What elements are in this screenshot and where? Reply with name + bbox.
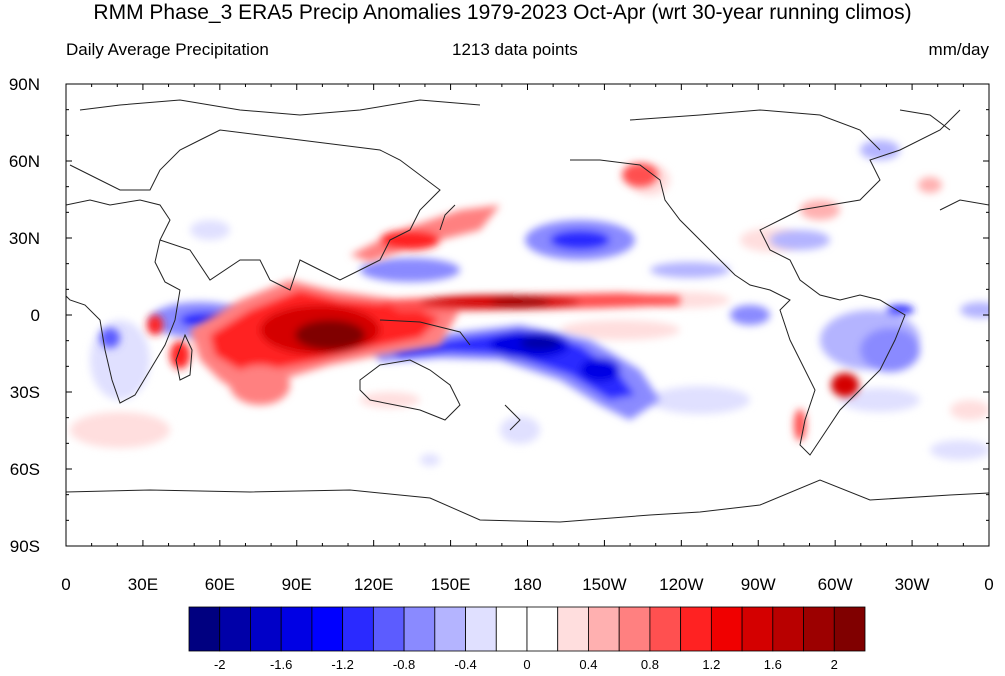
lat-tick-label: 0: [31, 306, 40, 325]
colorbar-box: [280, 606, 313, 652]
colorbar-box: [833, 606, 866, 652]
colorbar-label: 2: [831, 657, 838, 672]
colorbar-box: [311, 606, 344, 652]
units-label: mm/day: [928, 40, 989, 59]
colorbar-label: -1.2: [331, 657, 353, 672]
colorbar-box: [250, 606, 282, 652]
lon-tick-label: 60W: [818, 575, 853, 594]
colorbar-box: [680, 606, 712, 652]
colorbar-label: -0.4: [454, 657, 476, 672]
colorbar-label: 0: [523, 657, 530, 672]
colorbar: [188, 606, 866, 652]
colorbar-box: [588, 606, 620, 652]
lat-tick-label: 30S: [10, 383, 40, 402]
spcz-negative-band: [370, 325, 660, 420]
lon-tick-label: 150E: [431, 575, 471, 594]
anomaly-field: [66, 84, 989, 546]
colorbar-box: [526, 606, 559, 652]
colorbar-label: -0.8: [393, 657, 415, 672]
lon-tick-label: 30E: [128, 575, 158, 594]
colorbar-label: 0.8: [641, 657, 659, 672]
colorbar-box: [403, 606, 436, 652]
axis-ticks: [65, 83, 990, 547]
colorbar-box: [803, 606, 835, 652]
colorbar-box: [434, 606, 466, 652]
colorbar-label: -1.6: [270, 657, 292, 672]
latitude-labels: 90N 60N 30N 0 30S 60S 90S: [9, 75, 40, 556]
coastlines: [66, 99, 989, 523]
colorbar-box: [710, 606, 743, 652]
colorbar-box: [495, 606, 528, 652]
figure-title: RMM Phase_3 ERA5 Precip Anomalies 1979-2…: [93, 1, 912, 24]
colorbar-label: -2: [214, 657, 226, 672]
left-subtitle: Daily Average Precipitation: [66, 40, 269, 59]
colorbar-box: [372, 606, 405, 652]
colorbar-label: 1.6: [764, 657, 782, 672]
colorbar-box: [741, 606, 774, 652]
lat-tick-label: 60S: [10, 460, 40, 479]
weak-anomalies: [70, 164, 989, 466]
colorbar-box: [188, 606, 221, 652]
colorbar-labels: -2 -1.6 -1.2 -0.8 -0.4 0 0.4 0.8 1.2 1.6 2: [214, 657, 838, 672]
longitude-labels: 0 30E 60E 90E 120E 150E 180 150W 120W 90W 60W 30W 0: [61, 575, 993, 594]
lon-tick-label: 60E: [205, 575, 235, 594]
lon-tick-label: 90E: [282, 575, 312, 594]
colorbar-label: 0.4: [579, 657, 597, 672]
lat-tick-label: 30N: [9, 229, 40, 248]
colorbar-box: [219, 606, 251, 652]
colorbar-box: [342, 606, 374, 652]
positive-anomalies: [147, 163, 859, 441]
colorbar-box: [772, 606, 804, 652]
lat-tick-label: 60N: [9, 152, 40, 171]
lon-tick-label: 180: [513, 575, 541, 594]
lon-tick-label: 120E: [354, 575, 394, 594]
colorbar-box: [618, 606, 651, 652]
colorbar-label: 1.2: [702, 657, 720, 672]
colorbar-box: [465, 606, 497, 652]
colorbar-box: [557, 606, 589, 652]
center-subtitle: 1213 data points: [452, 40, 578, 59]
colorbar-box: [649, 606, 682, 652]
lat-tick-label: 90N: [9, 75, 40, 94]
lon-tick-label: 90W: [741, 575, 776, 594]
lon-tick-label: 150W: [582, 575, 626, 594]
lon-tick-label: 0: [61, 575, 70, 594]
lon-tick-label: 120W: [659, 575, 703, 594]
lon-tick-label: 0: [984, 575, 993, 594]
lon-tick-label: 30W: [895, 575, 930, 594]
lat-tick-label: 90S: [10, 537, 40, 556]
